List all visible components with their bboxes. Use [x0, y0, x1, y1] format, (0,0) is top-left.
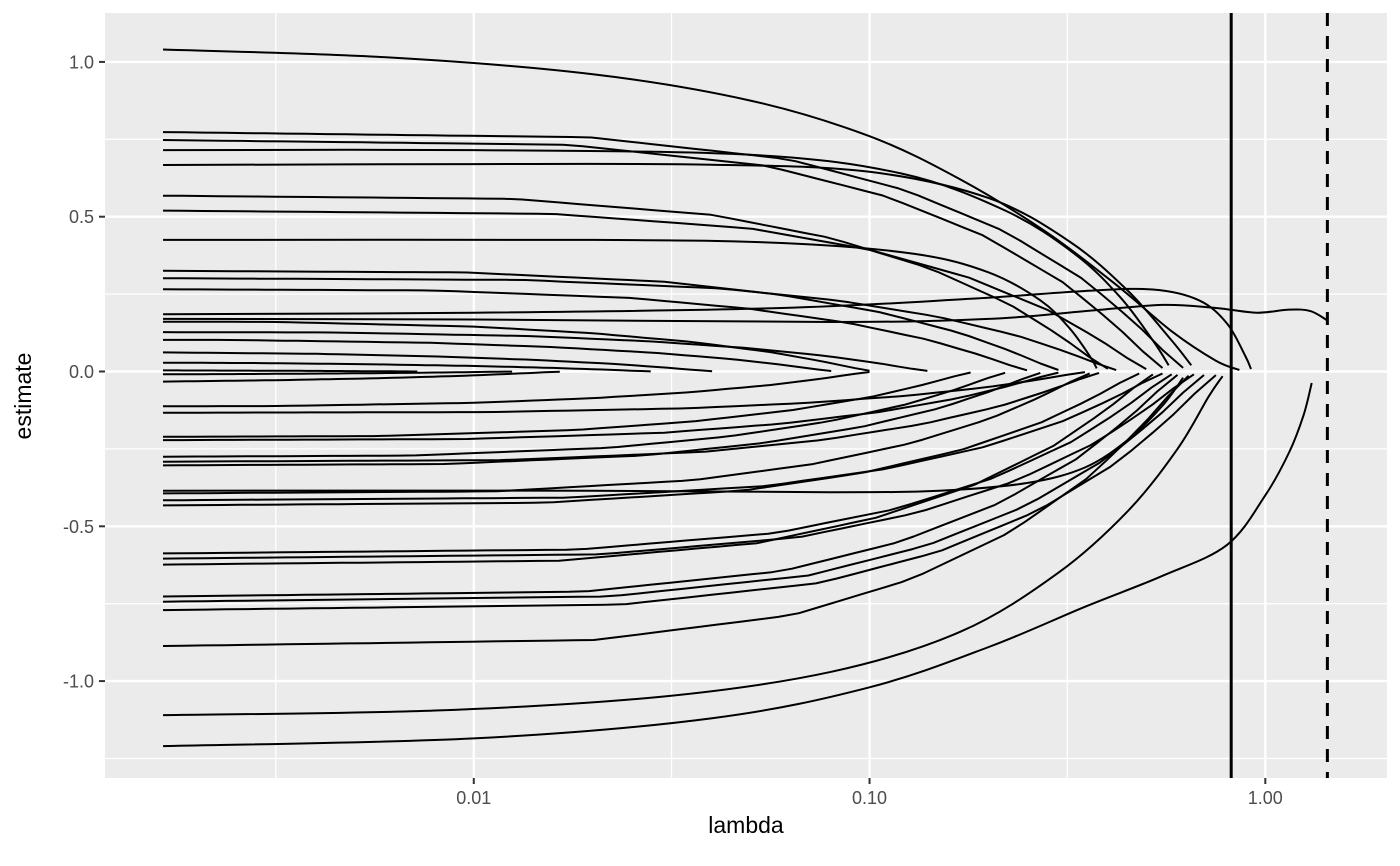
coefficient-path [163, 303, 1328, 324]
gridlines [105, 13, 1387, 778]
coefficient-path [162, 373, 1173, 555]
y-tick-label: -0.5 [63, 517, 94, 537]
coefficient-path [163, 48, 1240, 371]
coefficient-path [162, 374, 1179, 598]
x-tick-label: 1.00 [1248, 788, 1283, 808]
coefficient-paths [162, 48, 1328, 748]
y-tick-label: 0.0 [69, 362, 94, 382]
coefficient-path [163, 361, 651, 373]
coefficient-path [163, 148, 1170, 366]
coefficient-path [163, 371, 870, 408]
y-tick-label: 1.0 [69, 52, 94, 72]
coefficient-path [163, 287, 1252, 370]
coefficient-path [163, 320, 870, 372]
coefficient-path [162, 371, 971, 438]
coefficient-path [163, 371, 1059, 442]
axes: 0.01 0.10 1.00 -1.0 -0.5 0.0 0.5 1.0 [63, 52, 1283, 808]
coefficient-path [162, 351, 713, 373]
coefficient-path [162, 371, 1006, 458]
coefficient-path [163, 370, 513, 376]
coefficient-path [162, 194, 1109, 370]
coefficient-path [162, 371, 1041, 467]
coefficient-path [162, 139, 1164, 369]
coefficient-path [162, 269, 1059, 371]
coefficient-path [162, 288, 1028, 372]
coefficient-path [162, 371, 1100, 463]
coefficient-path [162, 331, 928, 372]
y-axis-title: estimate [10, 353, 36, 440]
coefficient-path [162, 374, 1190, 647]
x-tick-label: 0.01 [456, 788, 491, 808]
coefficient-path [163, 162, 1193, 366]
coefficient-path [162, 131, 1184, 369]
coefficient-path [163, 338, 832, 372]
coefficient-path [162, 372, 1163, 502]
coefficient-path [162, 373, 1154, 566]
coefficient-path [162, 373, 1195, 560]
coefficient-path [163, 369, 418, 373]
coefficient-path [163, 371, 1086, 414]
coefficient-path [162, 372, 1140, 507]
y-tick-label: -1.0 [63, 672, 94, 692]
coefficient-path [162, 209, 1147, 370]
coefficient-path [162, 374, 1205, 603]
coefficient-path [162, 277, 1117, 372]
coefficient-path [162, 370, 560, 383]
coefficient-path [163, 382, 1313, 748]
reference-lines [1229, 13, 1329, 778]
coefficient-path [162, 372, 1091, 495]
x-tick-label: 0.10 [852, 788, 887, 808]
y-tick-label: 0.5 [69, 207, 94, 227]
coefficient-path [163, 375, 1224, 717]
plot-panel [105, 13, 1387, 778]
coefficient-path [162, 374, 1217, 612]
x-axis-title: lambda [708, 812, 784, 838]
coefficient-path [163, 238, 1098, 369]
panel-background [105, 13, 1387, 778]
